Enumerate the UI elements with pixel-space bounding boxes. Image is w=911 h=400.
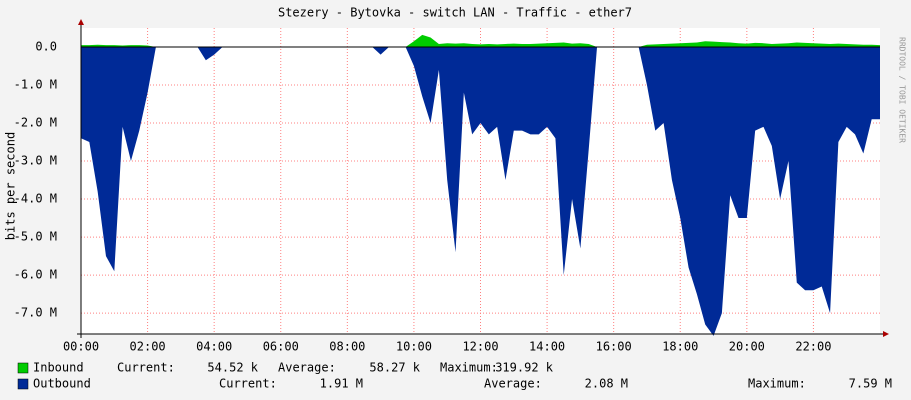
x-tick-label: 18:00 (662, 340, 698, 354)
stat-value: 1.91 M (320, 377, 363, 391)
y-tick-label: 0.0 (35, 40, 57, 54)
stat-label: Current: (219, 377, 277, 391)
x-tick-label: 00:00 (63, 340, 99, 354)
stat-value: 58.27 k (369, 361, 420, 375)
area (81, 34, 880, 48)
y-tick-label: -2.0 M (14, 116, 57, 130)
y-tick-label: -7.0 M (14, 306, 57, 320)
legend-swatch (17, 362, 29, 374)
legend-label: Inbound (33, 361, 84, 375)
x-tick-label: 08:00 (329, 340, 365, 354)
legend-swatch (17, 378, 29, 390)
x-tick-label: 12:00 (462, 340, 498, 354)
stat-value: 7.59 M (849, 377, 892, 391)
x-tick-label: 06:00 (263, 340, 299, 354)
stat-label: Current: (117, 361, 175, 375)
x-tick-label: 02:00 (130, 340, 166, 354)
stat-label: Average: (484, 377, 542, 391)
stat-value: 54.52 k (207, 361, 258, 375)
x-tick-label: 20:00 (729, 340, 765, 354)
arrow (78, 19, 84, 25)
y-tick-label: -1.0 M (14, 78, 57, 92)
x-tick-label: 10:00 (396, 340, 432, 354)
legend-label: Outbound (33, 377, 91, 391)
y-axis-label: bits per second (4, 132, 18, 240)
chart-title: Stezery - Bytovka - switch LAN - Traffic… (278, 6, 632, 20)
x-tick-label: 14:00 (529, 340, 565, 354)
watermark: RRDTOOL / TOBI OETIKER (898, 37, 907, 143)
y-tick-label: -3.0 M (14, 154, 57, 168)
x-tick-label: 16:00 (596, 340, 632, 354)
x-tick-label: 04:00 (196, 340, 232, 354)
area (81, 47, 880, 336)
stat-value: 319.92 k (495, 361, 554, 375)
arrow (883, 331, 889, 337)
stat-label: Maximum: (748, 377, 806, 391)
stat-value: 2.08 M (585, 377, 628, 391)
y-tick-label: -4.0 M (14, 192, 57, 206)
y-tick-label: -6.0 M (14, 268, 57, 282)
x-tick-label: 22:00 (795, 340, 831, 354)
y-tick-label: -5.0 M (14, 230, 57, 244)
stat-label: Average: (278, 361, 336, 375)
stat-label: Maximum: (440, 361, 498, 375)
